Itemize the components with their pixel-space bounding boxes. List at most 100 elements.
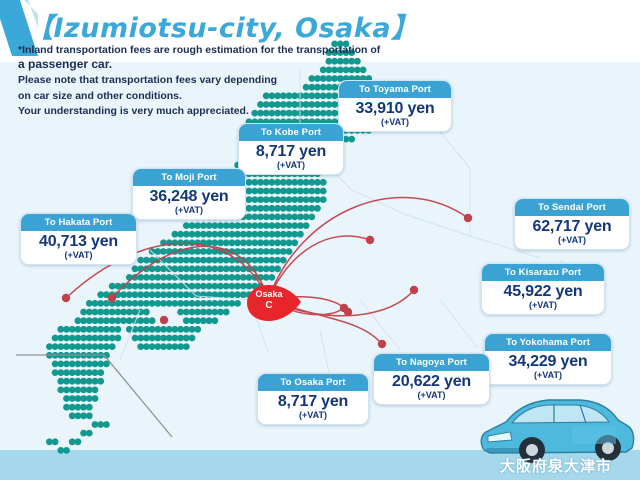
origin-pin-osaka[interactable]: Osaka C	[245, 283, 305, 325]
port-fee-callout[interactable]: To Moji Port 36,248 yen (+VAT)	[132, 168, 246, 220]
map-dot	[274, 222, 281, 230]
map-dot	[285, 92, 293, 100]
map-dot	[120, 291, 127, 299]
map-dot	[325, 75, 333, 82]
map-dot	[262, 196, 270, 204]
map-dot	[228, 230, 236, 238]
map-dot	[188, 265, 196, 273]
map-dot	[131, 334, 139, 342]
map-dot	[125, 308, 133, 316]
okinawa-inset-frame	[16, 354, 173, 438]
map-dot	[160, 248, 167, 255]
map-dot	[200, 274, 207, 281]
map-dot	[274, 230, 281, 238]
map-dot	[319, 83, 327, 91]
port-marker-dot[interactable]	[365, 235, 375, 245]
map-dot	[285, 239, 293, 247]
map-dot	[188, 256, 196, 264]
map-dot	[137, 317, 145, 325]
map-dot	[165, 300, 173, 307]
map-dot	[200, 300, 207, 307]
map-dot	[188, 230, 196, 238]
port-marker-dot[interactable]	[159, 315, 169, 325]
map-dot	[268, 213, 276, 221]
port-fee-vat-note: (+VAT)	[381, 117, 409, 127]
note-line-5: Your understanding is very much apprecia…	[18, 105, 249, 117]
map-dot	[319, 101, 327, 108]
port-marker-dot[interactable]	[463, 213, 473, 223]
map-dot	[91, 334, 99, 342]
map-dot	[262, 101, 270, 108]
map-dot	[177, 308, 185, 316]
map-dot	[68, 438, 76, 446]
port-marker-dot[interactable]	[107, 293, 117, 303]
map-dot	[262, 109, 270, 117]
map-dot	[165, 291, 173, 299]
map-dot	[245, 256, 253, 264]
map-dot	[308, 101, 316, 108]
map-dot	[154, 300, 162, 307]
map-dot	[188, 248, 196, 255]
map-dot	[200, 248, 207, 255]
map-dot	[91, 386, 99, 394]
map-dot	[234, 222, 242, 230]
port-marker-dot[interactable]	[339, 303, 349, 313]
map-dot	[251, 178, 259, 186]
port-fee-callout[interactable]: To Kisarazu Port 45,922 yen (+VAT)	[481, 263, 605, 315]
map-dot	[51, 438, 59, 446]
map-dot	[297, 230, 304, 238]
map-dot	[137, 256, 145, 264]
map-dot	[182, 343, 190, 350]
port-fee-callout[interactable]: To Yokohama Port 34,229 yen (+VAT)	[484, 333, 612, 385]
port-marker-dot[interactable]	[409, 285, 419, 295]
map-dot	[217, 291, 224, 299]
port-fee-vat-note: (+VAT)	[529, 300, 557, 310]
map-dot	[148, 334, 156, 342]
map-dot	[68, 403, 76, 411]
map-dot	[291, 109, 299, 117]
map-dot	[342, 57, 350, 65]
map-dot	[285, 178, 293, 186]
map-dot	[148, 317, 156, 325]
map-dot	[51, 343, 59, 350]
map-dot	[308, 178, 316, 186]
map-dot	[85, 343, 93, 350]
map-dot	[245, 196, 253, 204]
map-dot	[143, 334, 150, 342]
map-dot	[85, 334, 93, 342]
map-dot	[257, 101, 264, 108]
port-fee-callout[interactable]: To Sendai Port 62,717 yen (+VAT)	[514, 198, 630, 250]
map-dot	[63, 369, 70, 376]
map-dot	[222, 282, 230, 290]
map-dot	[177, 300, 185, 307]
map-dot	[154, 274, 162, 281]
map-dot	[222, 222, 230, 230]
map-dot	[348, 57, 356, 65]
map-dot	[57, 325, 65, 333]
map-dot	[257, 109, 264, 117]
map-dot	[114, 282, 122, 290]
map-dot	[91, 369, 99, 376]
port-fee-callout[interactable]: To Kobe Port 8,717 yen (+VAT)	[238, 123, 344, 175]
map-dot	[211, 265, 219, 273]
map-dot	[137, 334, 145, 342]
map-dot	[200, 265, 207, 273]
map-dot	[154, 282, 162, 290]
port-fee-callout[interactable]: To Nagoya Port 20,622 yen (+VAT)	[373, 353, 490, 405]
map-dot	[251, 196, 259, 204]
port-marker-dot[interactable]	[61, 293, 71, 303]
port-fee-callout[interactable]: To Osaka Port 8,717 yen (+VAT)	[257, 373, 369, 425]
port-fee-callout[interactable]: To Toyama Port 33,910 yen (+VAT)	[338, 80, 452, 132]
map-dot	[165, 256, 173, 264]
map-dot	[302, 213, 310, 221]
map-dot	[171, 230, 179, 238]
map-dot	[285, 109, 293, 117]
map-dot	[268, 256, 276, 264]
port-fee-callout[interactable]: To Hakata Port 40,713 yen (+VAT)	[20, 213, 137, 265]
port-marker-dot[interactable]	[377, 339, 387, 349]
map-dot	[97, 334, 105, 342]
port-fee-amount: 20,622 yen	[392, 373, 471, 390]
map-dot	[348, 66, 356, 74]
map-dot	[108, 325, 116, 333]
map-dot	[85, 308, 93, 316]
